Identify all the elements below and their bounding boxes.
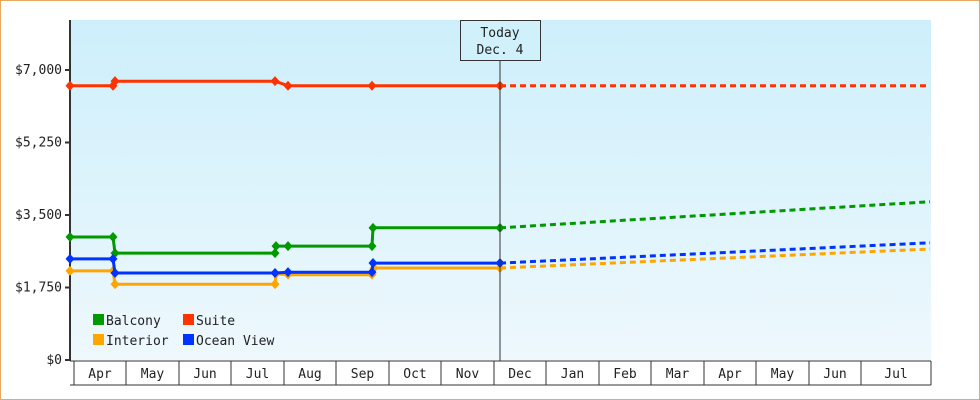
x-tick-label: May (771, 367, 795, 382)
x-tick-label: Apr (88, 367, 112, 382)
y-tick-label: $0 (46, 353, 62, 368)
x-tick-label: Jun (193, 367, 216, 382)
x-tick-label: Feb (613, 367, 637, 382)
legend: Balcony Suite Interior Ocean View (93, 314, 274, 349)
projection-line (499, 200, 931, 230)
today-label: Today (480, 26, 519, 41)
data-point[interactable] (110, 76, 120, 87)
data-point[interactable] (283, 241, 293, 252)
data-point[interactable] (367, 241, 377, 252)
x-tick-label: Apr (718, 367, 742, 382)
legend-item-ocean-view[interactable]: Ocean View (183, 334, 274, 349)
data-point[interactable] (65, 265, 75, 276)
projection-line (499, 247, 931, 270)
legend-label: Interior (106, 334, 169, 349)
data-point[interactable] (283, 267, 293, 278)
x-tick-label: Sep (351, 367, 375, 382)
today-date: Dec. 4 (477, 43, 524, 58)
projection-line (499, 241, 931, 265)
legend-label: Ocean View (196, 334, 274, 349)
x-tick-label: Aug (298, 367, 321, 382)
data-point[interactable] (368, 258, 378, 269)
x-tick-label: Jun (823, 367, 846, 382)
x-axis: Apr May Jun Jul Aug Sep Oct Nov Dec Jan Feb Mar Apr M… (70, 360, 932, 386)
x-tick-label: Dec (508, 367, 531, 382)
plot-area (71, 20, 931, 360)
legend-label: Balcony (106, 314, 161, 329)
y-tick-label: $7,000 (15, 63, 62, 78)
data-point[interactable] (270, 248, 280, 259)
x-tick-label: Jul (884, 367, 907, 382)
x-tick-label: Jan (561, 367, 584, 382)
data-point[interactable] (65, 231, 75, 242)
y-axis: $0 $1,750 $3,500 $5,250 $7,000 (15, 20, 71, 368)
series-suite (65, 76, 930, 91)
data-point[interactable] (270, 279, 280, 290)
data-point[interactable] (108, 253, 118, 264)
data-point[interactable] (283, 80, 293, 91)
legend-swatch (183, 334, 194, 345)
legend-item-suite[interactable]: Suite (183, 314, 235, 329)
data-point[interactable] (368, 222, 378, 233)
data-point[interactable] (270, 76, 280, 87)
data-point[interactable] (65, 80, 75, 91)
series-ocean-view (65, 241, 931, 278)
data-point[interactable] (367, 267, 377, 278)
x-tick-label: Oct (403, 367, 426, 382)
y-tick-label: $3,500 (15, 208, 62, 223)
legend-swatch (93, 314, 104, 325)
today-marker: Today Dec. 4 (460, 20, 541, 361)
legend-swatch (183, 314, 194, 325)
data-point[interactable] (110, 279, 120, 290)
data-point[interactable] (367, 80, 377, 91)
x-tick-label: Jul (246, 367, 269, 382)
legend-item-balcony[interactable]: Balcony (93, 314, 161, 329)
data-point[interactable] (65, 253, 75, 264)
legend-label: Suite (196, 314, 235, 329)
data-point[interactable] (110, 268, 120, 278)
y-tick-label: $5,250 (15, 136, 62, 151)
y-tick-label: $1,750 (15, 281, 62, 296)
legend-swatch (93, 334, 104, 345)
x-tick-label: Nov (456, 367, 480, 382)
today-box (460, 20, 541, 61)
data-point[interactable] (271, 241, 281, 252)
data-point[interactable] (108, 231, 118, 242)
x-tick-label: May (141, 367, 165, 382)
series-balcony (65, 200, 931, 259)
x-tick-label: Mar (666, 367, 690, 382)
data-point[interactable] (270, 268, 280, 278)
legend-item-interior[interactable]: Interior (93, 334, 169, 349)
